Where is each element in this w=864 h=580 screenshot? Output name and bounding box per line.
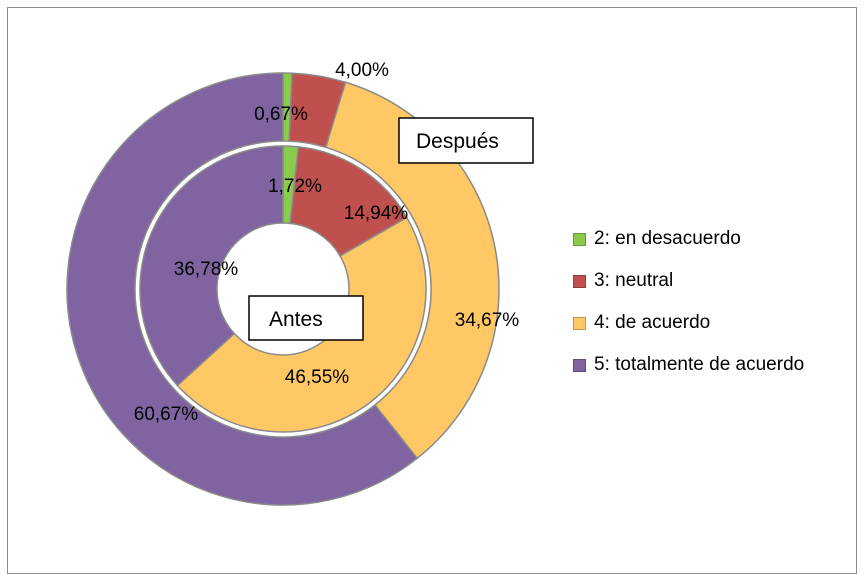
- chart-slices: [66, 72, 500, 506]
- outer-ring-slice: [324, 81, 500, 460]
- legend-label: 2: en desacuerdo: [594, 228, 741, 249]
- legend-item: 2: en desacuerdo: [573, 218, 804, 260]
- chart-frame: 1,72% 14,94% 46,55% 36,78% 0,67% 4,00% 34,67% 6…: [7, 7, 857, 574]
- callout-despues: Después: [416, 130, 499, 153]
- callout-antes: Antes: [269, 308, 323, 331]
- legend-item: 3: neutral: [573, 260, 804, 302]
- legend-swatch: [573, 274, 586, 288]
- outer-ring-data-label: 34,67%: [455, 310, 520, 331]
- chart-callouts: Después Antes: [248, 117, 534, 341]
- chart-data-labels: 1,72% 14,94% 46,55% 36,78% 0,67% 4,00% 34,67% 6…: [134, 60, 520, 425]
- legend-label: 5: totalmente de acuerdo: [594, 354, 805, 375]
- legend-label: 3: neutral: [594, 270, 674, 291]
- legend-swatch: [573, 232, 586, 246]
- outer-ring-slice: [66, 72, 419, 506]
- inner-ring-data-label: 46,55%: [285, 367, 350, 388]
- outer-ring-data-label: 60,67%: [134, 404, 199, 425]
- legend-item: 4: de acuerdo: [573, 302, 804, 344]
- legend-swatch: [573, 358, 586, 372]
- callout-box-antes: [248, 295, 364, 341]
- callout-box-despues: [398, 117, 534, 164]
- inner-ring-data-label: 36,78%: [174, 259, 239, 280]
- legend-label: 4: de acuerdo: [594, 312, 711, 333]
- outer-ring-data-label: 4,00%: [335, 60, 389, 81]
- inner-ring-slice: [139, 145, 284, 387]
- inner-ring-data-label: 14,94%: [344, 203, 409, 224]
- doughnut-chart: 1,72% 14,94% 46,55% 36,78% 0,67% 4,00% 34,67% 6…: [66, 60, 534, 506]
- outer-ring-data-label: 0,67%: [254, 104, 308, 125]
- inner-ring-data-label: 1,72%: [268, 176, 322, 197]
- legend: 2: en desacuerdo 3: neutral 4: de acuerd…: [573, 218, 804, 386]
- legend-item: 5: totalmente de acuerdo: [573, 344, 804, 386]
- legend-swatch: [573, 316, 586, 330]
